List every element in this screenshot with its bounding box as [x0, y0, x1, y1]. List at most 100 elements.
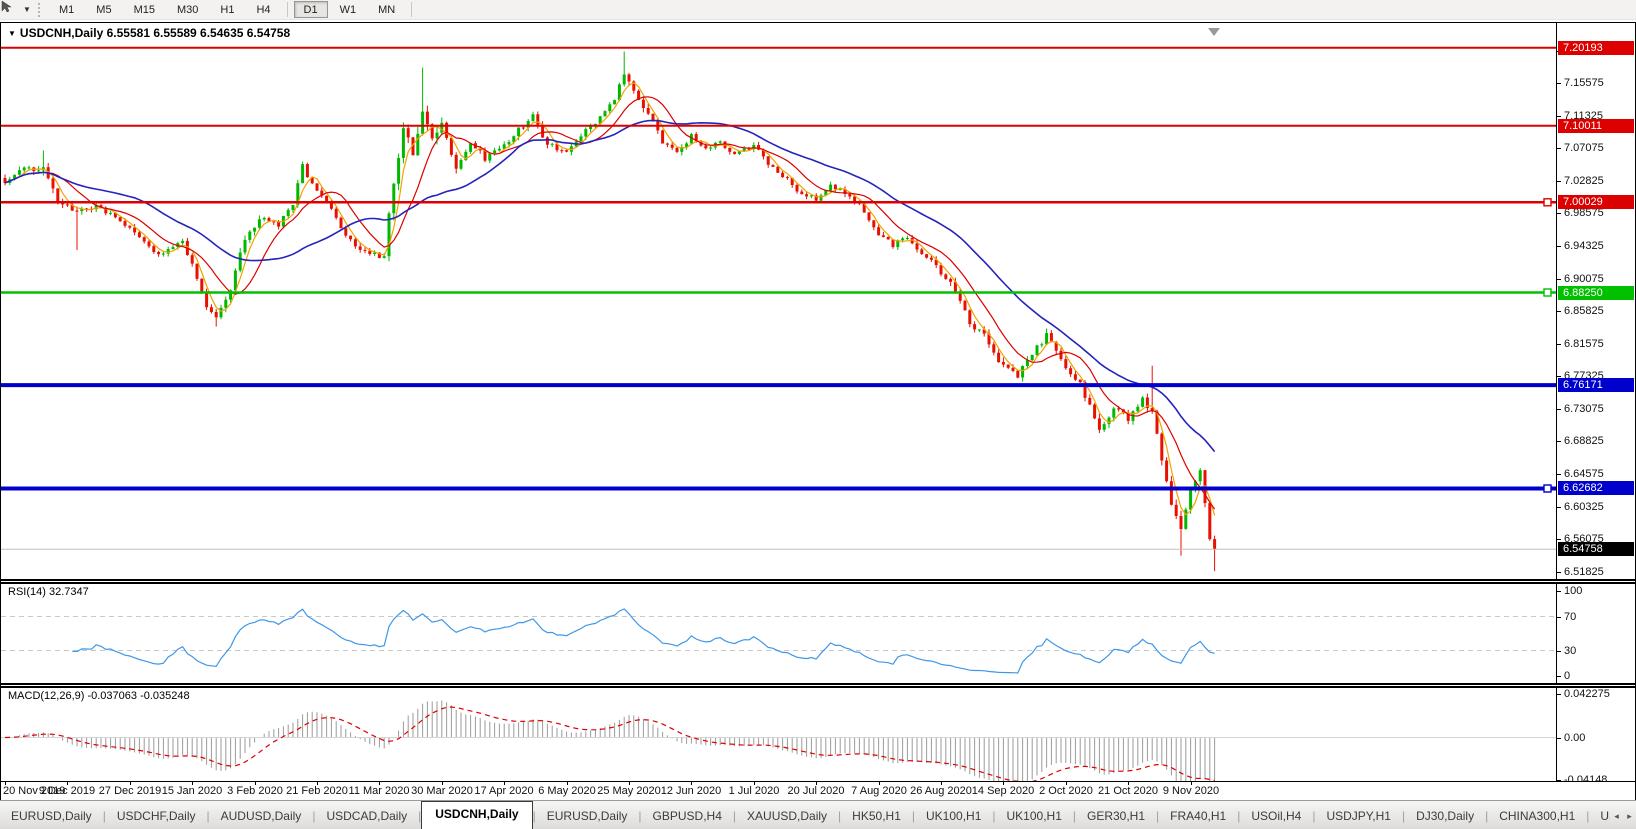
price-axis-label: 6.60325	[1557, 501, 1604, 513]
chart-title: ▼ USDCNH,Daily 6.55581 6.55589 6.54635 6.…	[8, 26, 290, 40]
tab-separator: |	[1072, 809, 1076, 823]
rsi-axis-label: 100	[1556, 585, 1583, 597]
tab-separator: |	[1312, 809, 1316, 823]
chart-tab-audusd-daily[interactable]: AUDUSD,Daily	[220, 809, 302, 823]
date-axis-label: 2 Oct 2020	[1039, 785, 1093, 797]
chart-tab-gbpusd-h4[interactable]: GBPUSD,H4	[652, 809, 722, 823]
rsi-axis-label: 70	[1556, 611, 1577, 623]
chart-shift-marker[interactable]	[1208, 28, 1220, 36]
rsi-indicator-pane[interactable]: RSI(14) 32.7347	[1, 584, 1557, 683]
current-price-label: 6.54758	[1558, 542, 1634, 556]
chart-tab-xauusd-daily[interactable]: XAUUSD,Daily	[747, 809, 828, 823]
chart-tab-uk100-h1[interactable]: UK100,H1	[926, 809, 982, 823]
chart-tab-uk100-h1[interactable]: UK100,H1	[1006, 809, 1062, 823]
date-axis-label: 3 Feb 2020	[227, 785, 283, 797]
timeframe-button-h1[interactable]: H1	[220, 4, 235, 16]
chart-tab-usoil-h1[interactable]: USOil,H1	[1600, 809, 1610, 823]
timeframe-button-d1[interactable]: D1	[293, 1, 328, 18]
time-axis-tick	[629, 782, 630, 785]
tab-separator: |	[1156, 809, 1160, 823]
timeframe-button-mn[interactable]: MN	[378, 4, 396, 16]
date-axis-label: 14 Sep 2020	[971, 785, 1035, 797]
time-axis-tick	[567, 782, 568, 785]
ma-mid-line	[4, 96, 1216, 510]
macd-indicator-pane[interactable]: MACD(12,26,9) -0.037063 -0.035248	[1, 688, 1557, 781]
date-axis-label: 20 Jul 2020	[787, 785, 845, 797]
macd-axis-label: 0.042275	[1557, 688, 1610, 700]
time-axis-tick	[754, 782, 755, 785]
timeframe-button-m5[interactable]: M5	[96, 4, 112, 16]
price-axis-label: 6.64575	[1557, 468, 1604, 480]
chart-tab-usdjpy-h1[interactable]: USDJPY,H1	[1326, 809, 1391, 823]
chart-tab-usoil-h4[interactable]: USOil,H4	[1251, 809, 1302, 823]
price-line-label: 7.10011	[1558, 119, 1634, 133]
macd-signal-line	[4, 706, 1215, 781]
time-axis-tick	[130, 782, 131, 785]
cursor-tool-button[interactable]	[0, 0, 20, 19]
tab-separator: |	[206, 809, 210, 823]
date-axis-label: 15 Jan 2020	[161, 785, 223, 797]
macd-label: MACD(12,26,9) -0.037063 -0.035248	[8, 690, 190, 702]
chart-tab-china300-h1[interactable]: CHINA300,H1	[1499, 809, 1576, 823]
main-chart-pane[interactable]	[1, 23, 1557, 579]
chart-tab-dj30-daily[interactable]: DJ30,Daily	[1416, 809, 1475, 823]
price-line-label: 6.88250	[1558, 286, 1634, 300]
time-axis-tick	[691, 782, 692, 785]
tab-separator: |	[312, 809, 316, 823]
macd-chart[interactable]	[1, 688, 1557, 781]
chart-tab-hk50-h1[interactable]: HK50,H1	[852, 809, 901, 823]
chart-tab-usdcnh-daily[interactable]: USDCNH,Daily	[421, 801, 533, 829]
chart-tab-eurusd-daily[interactable]: EURUSD,Daily	[11, 809, 92, 823]
ma-fast-line	[4, 82, 1216, 516]
timeframe-button-m1[interactable]: M1	[59, 4, 75, 16]
cursor-tool-dropdown[interactable]: ▼	[20, 1, 34, 19]
date-axis-label: 26 Aug 2020	[910, 785, 972, 797]
toolbar-separator	[286, 2, 288, 17]
time-axis-tick	[67, 782, 68, 785]
chart-dropdown-icon[interactable]: ▼	[8, 29, 16, 38]
date-axis-label: 27 Dec 2019	[98, 785, 162, 797]
chart-window: ▼ USDCNH,Daily 6.55581 6.55589 6.54635 6.…	[0, 22, 1636, 800]
price-axis[interactable]: 7.198257.155757.113257.070757.028256.985…	[1556, 23, 1635, 786]
time-axis-tick	[1128, 782, 1129, 785]
line-drag-handle[interactable]	[1543, 288, 1552, 297]
pane-separator-rsi-macd[interactable]	[1, 683, 1635, 688]
timeframe-button-m30[interactable]: M30	[176, 4, 199, 16]
candlestick-chart[interactable]	[1, 23, 1557, 579]
tab-separator: |	[1237, 809, 1241, 823]
rsi-label: RSI(14) 32.7347	[8, 586, 89, 598]
pane-separator-main-rsi[interactable]	[1, 579, 1635, 584]
chart-tab-usdchf-daily[interactable]: USDCHF,Daily	[116, 809, 196, 823]
timeframe-button-h4[interactable]: H4	[256, 4, 271, 16]
date-axis-label: 12 Jun 2020	[660, 785, 722, 797]
rsi-axis-label: 0	[1556, 670, 1571, 682]
scroll-right-icon: ▸	[1627, 810, 1632, 821]
date-axis-label: 1 Jul 2020	[728, 785, 780, 797]
chart-tab-fra40-h1[interactable]: FRA40,H1	[1170, 809, 1227, 823]
chart-tab-usdcad-daily[interactable]: USDCAD,Daily	[326, 809, 408, 823]
date-axis-label: 30 Mar 2020	[411, 785, 473, 797]
price-axis-label: 6.90075	[1557, 273, 1604, 285]
scroll-left-icon: ◂	[1614, 810, 1619, 821]
date-axis-label: 11 Mar 2020	[348, 785, 410, 797]
line-drag-handle[interactable]	[1543, 484, 1552, 493]
timeframe-button-m15[interactable]: M15	[133, 4, 155, 16]
tab-scroll-left-button[interactable]: ◂	[1610, 806, 1623, 826]
toolbar-separator	[411, 2, 413, 17]
tab-separator: |	[1586, 809, 1590, 823]
timeframe-button-w1[interactable]: W1	[339, 4, 357, 16]
tab-scroll-right-button[interactable]: ▸	[1623, 806, 1636, 826]
rsi-line	[72, 608, 1215, 674]
rsi-chart[interactable]	[1, 584, 1557, 683]
time-axis-tick	[879, 782, 880, 785]
date-axis-label: 21 Feb 2020	[286, 785, 348, 797]
tab-separator: |	[911, 809, 915, 823]
tab-separator: |	[838, 809, 842, 823]
line-drag-handle[interactable]	[1543, 198, 1552, 207]
chart-ohlc-values: 6.55581 6.55589 6.54635 6.54758	[106, 26, 291, 40]
chart-tab-ger30-h1[interactable]: GER30,H1	[1087, 809, 1146, 823]
price-axis-label: 7.02825	[1557, 175, 1604, 187]
time-axis[interactable]: 20 Nov 2019 9 Dec 2019 27 Dec 2019 15 Jan 2…	[1, 781, 1635, 800]
chart-tab-eurusd-daily[interactable]: EURUSD,Daily	[546, 809, 628, 823]
price-axis-label: 7.07075	[1557, 142, 1604, 154]
